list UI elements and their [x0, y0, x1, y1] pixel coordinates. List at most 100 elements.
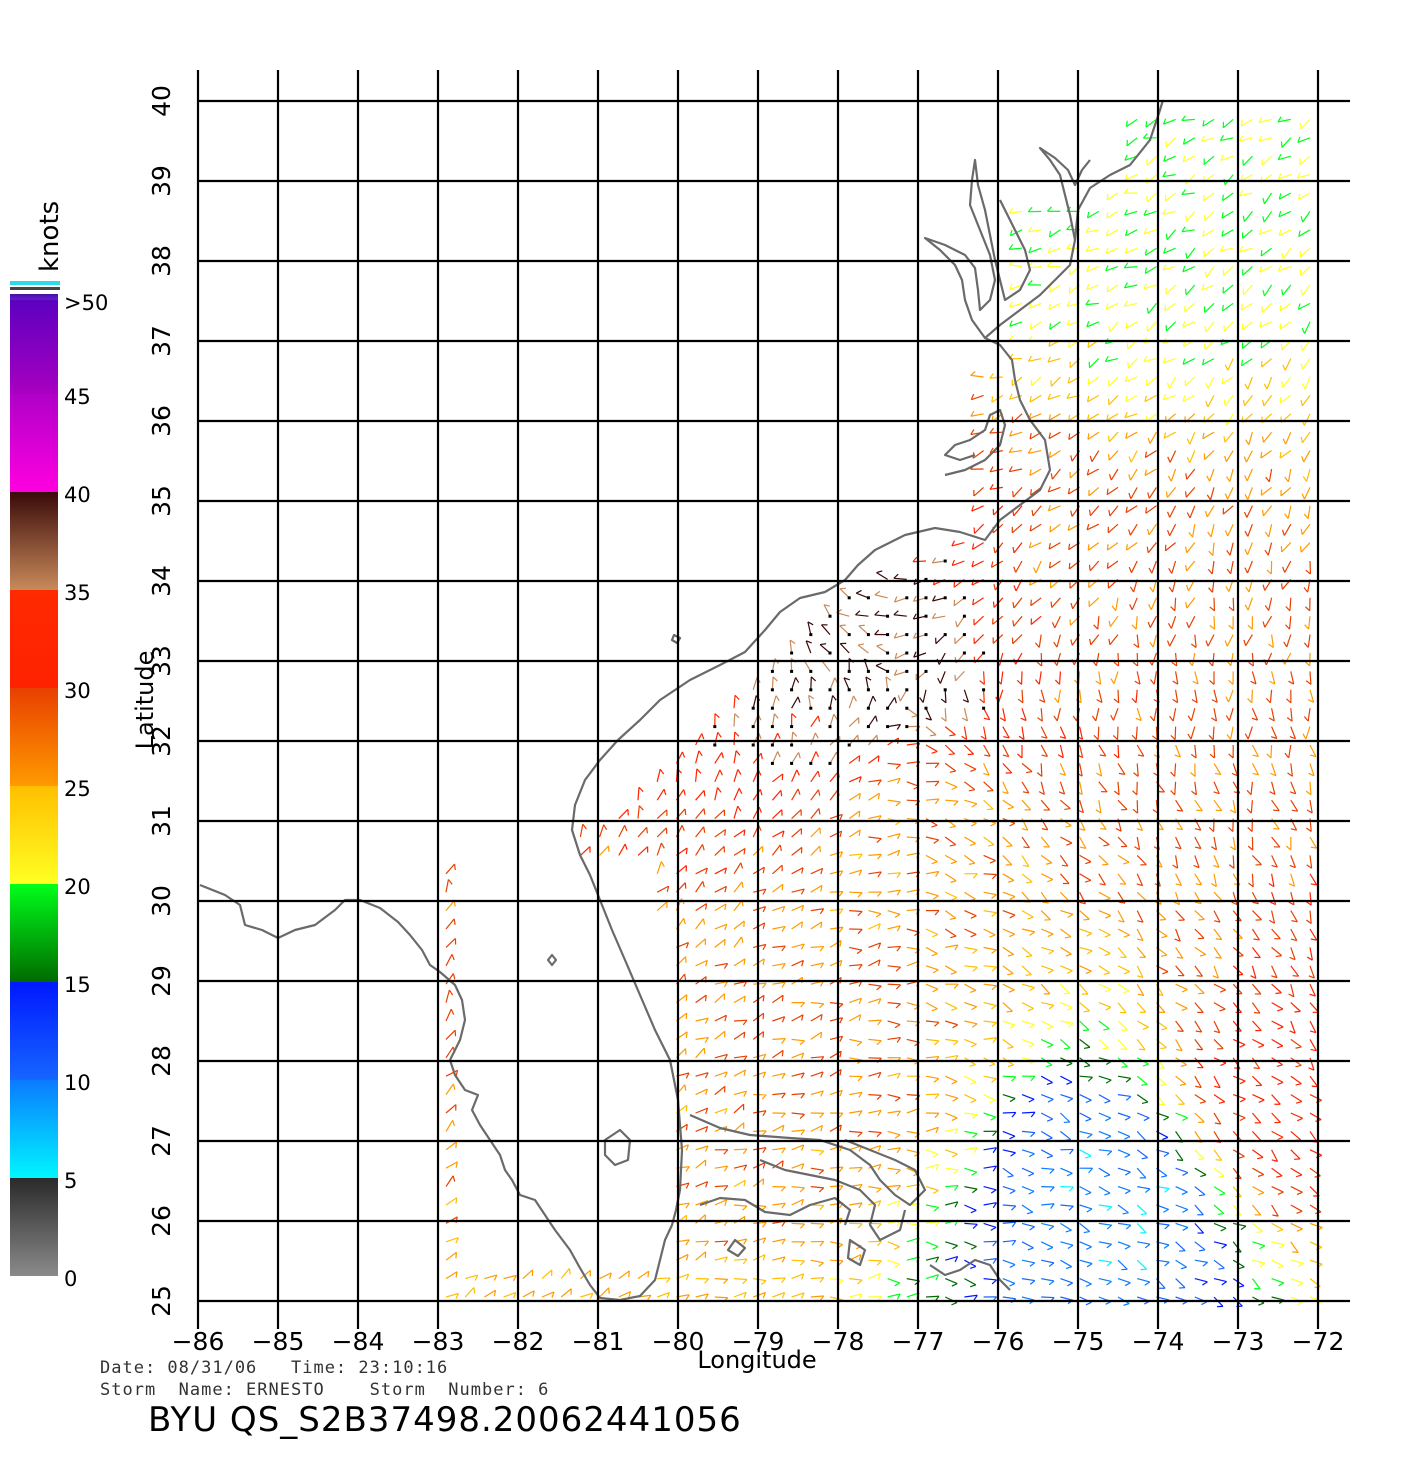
wind-vector [1050, 376, 1061, 387]
wind-vector [829, 959, 843, 967]
wind-vector [1040, 708, 1043, 722]
wind-vector-barb [955, 621, 958, 628]
wind-vector [1136, 708, 1142, 721]
wind-vector-barb [954, 674, 957, 681]
wind-vector-barb [932, 1153, 939, 1158]
wind-vector-barb [791, 713, 797, 719]
wind-vector-barb [1247, 845, 1254, 851]
wind-vector-barb [1027, 355, 1032, 362]
wind-vector-barb [1011, 1076, 1017, 1082]
wind-vector [1248, 432, 1253, 445]
wind-vector-barb [1028, 246, 1032, 253]
wind-vector-barb [1147, 528, 1150, 536]
wind-vector-barb [1009, 430, 1013, 437]
wind-vector-barb [1221, 212, 1224, 219]
wind-vector [855, 614, 869, 617]
wind-vector-barb [1119, 883, 1126, 885]
wind-vector [1305, 726, 1311, 740]
wind-vector-barb [628, 1291, 632, 1298]
wind-vector-barb [1259, 1245, 1266, 1250]
wind-vector [964, 965, 978, 968]
wind-vector [1213, 965, 1219, 979]
wind-vector-barb [1128, 492, 1132, 499]
wind-vector-barb [858, 624, 865, 627]
wind-vector [1181, 192, 1195, 196]
wind-vector [1021, 1167, 1035, 1175]
wind-vector [1290, 671, 1295, 685]
wind-vector [1117, 983, 1130, 992]
wind-vector-barb [738, 788, 743, 795]
wind-vector-barb [1057, 754, 1064, 759]
wind-vector [1124, 376, 1138, 383]
wind-vector [944, 1002, 958, 1009]
wind-vector [1136, 1094, 1149, 1103]
wind-vector [1015, 560, 1023, 573]
wind-vector-barb [896, 1147, 901, 1154]
wind-vector-barb [781, 1292, 786, 1299]
lon-tick-label: −76 [972, 1327, 1025, 1356]
wind-vector-barb [1272, 1214, 1279, 1217]
wind-vector-barb [1211, 846, 1217, 851]
wind-vector-barb [780, 1112, 786, 1119]
wind-vector [1021, 965, 1032, 976]
wind-vector-barb [935, 1221, 940, 1227]
wind-vector-barb [1108, 509, 1111, 517]
wind-vector-barb [1202, 230, 1205, 237]
wind-vector-barb [1191, 698, 1198, 704]
wind-vector-barb [979, 680, 985, 685]
wind-vector-barb [1291, 809, 1298, 812]
wind-vector [1207, 634, 1215, 647]
wind-vector [1252, 1149, 1264, 1158]
wind-vector-barb [1123, 861, 1130, 865]
wind-vector [849, 997, 862, 1004]
wind-vector [1060, 1204, 1074, 1207]
wind-vector-barb [1086, 523, 1090, 531]
wind-vector [503, 1291, 517, 1298]
wind-vector [791, 1198, 804, 1206]
wind-vector-barb [1194, 846, 1202, 850]
wind-vector-barb [781, 1073, 786, 1079]
wind-vector-barb [1271, 1159, 1278, 1162]
lon-tick-label: −81 [572, 1327, 625, 1356]
wind-vector [1204, 210, 1215, 222]
wind-vector [887, 910, 901, 915]
wind-vector [1210, 524, 1215, 538]
wind-vector-barb [743, 1238, 748, 1245]
wind-vector [952, 560, 965, 567]
wind-vector-barb [1029, 432, 1032, 440]
wind-vector-barb [777, 732, 781, 739]
wind-vector-barb [1105, 229, 1109, 237]
wind-vector [1059, 873, 1070, 884]
wind-vector-barb [705, 960, 708, 967]
wind-vector [1051, 468, 1061, 480]
wind-vector-barb [1176, 828, 1183, 831]
wind-vector [868, 998, 881, 1004]
wind-vector [1041, 1002, 1055, 1006]
wind-vector [1087, 542, 1100, 551]
wind-vector-barb [685, 1072, 690, 1079]
rain-flag [886, 614, 890, 618]
wind-vector-barb [984, 754, 991, 757]
legend-label-35: 35 [64, 581, 91, 605]
wind-vector [1259, 321, 1272, 328]
wind-vector [1213, 1204, 1225, 1215]
wind-vector-barb [1270, 772, 1277, 777]
wind-vector-barb [1134, 846, 1140, 851]
wind-vector [1224, 395, 1234, 407]
wind-vector [1201, 137, 1215, 143]
wind-vector [1059, 1112, 1071, 1123]
wind-vector [1145, 118, 1157, 128]
wind-vector-barb [1106, 414, 1109, 421]
wind-vector-barb [1103, 1028, 1110, 1031]
wind-vector-barb [780, 790, 783, 797]
wind-vector-barb [1285, 606, 1291, 612]
wind-vector-barb [1047, 393, 1052, 400]
wind-vector-barb [1218, 1175, 1225, 1178]
wind-vector-barb [1300, 344, 1303, 351]
wind-vector-barb [1246, 789, 1252, 796]
wind-vector-barb [877, 942, 882, 949]
wind-vector-barb [1143, 1117, 1150, 1122]
wind-vector [522, 1269, 533, 1280]
rain-flag [886, 669, 890, 673]
wind-vector-barb [742, 1279, 748, 1285]
